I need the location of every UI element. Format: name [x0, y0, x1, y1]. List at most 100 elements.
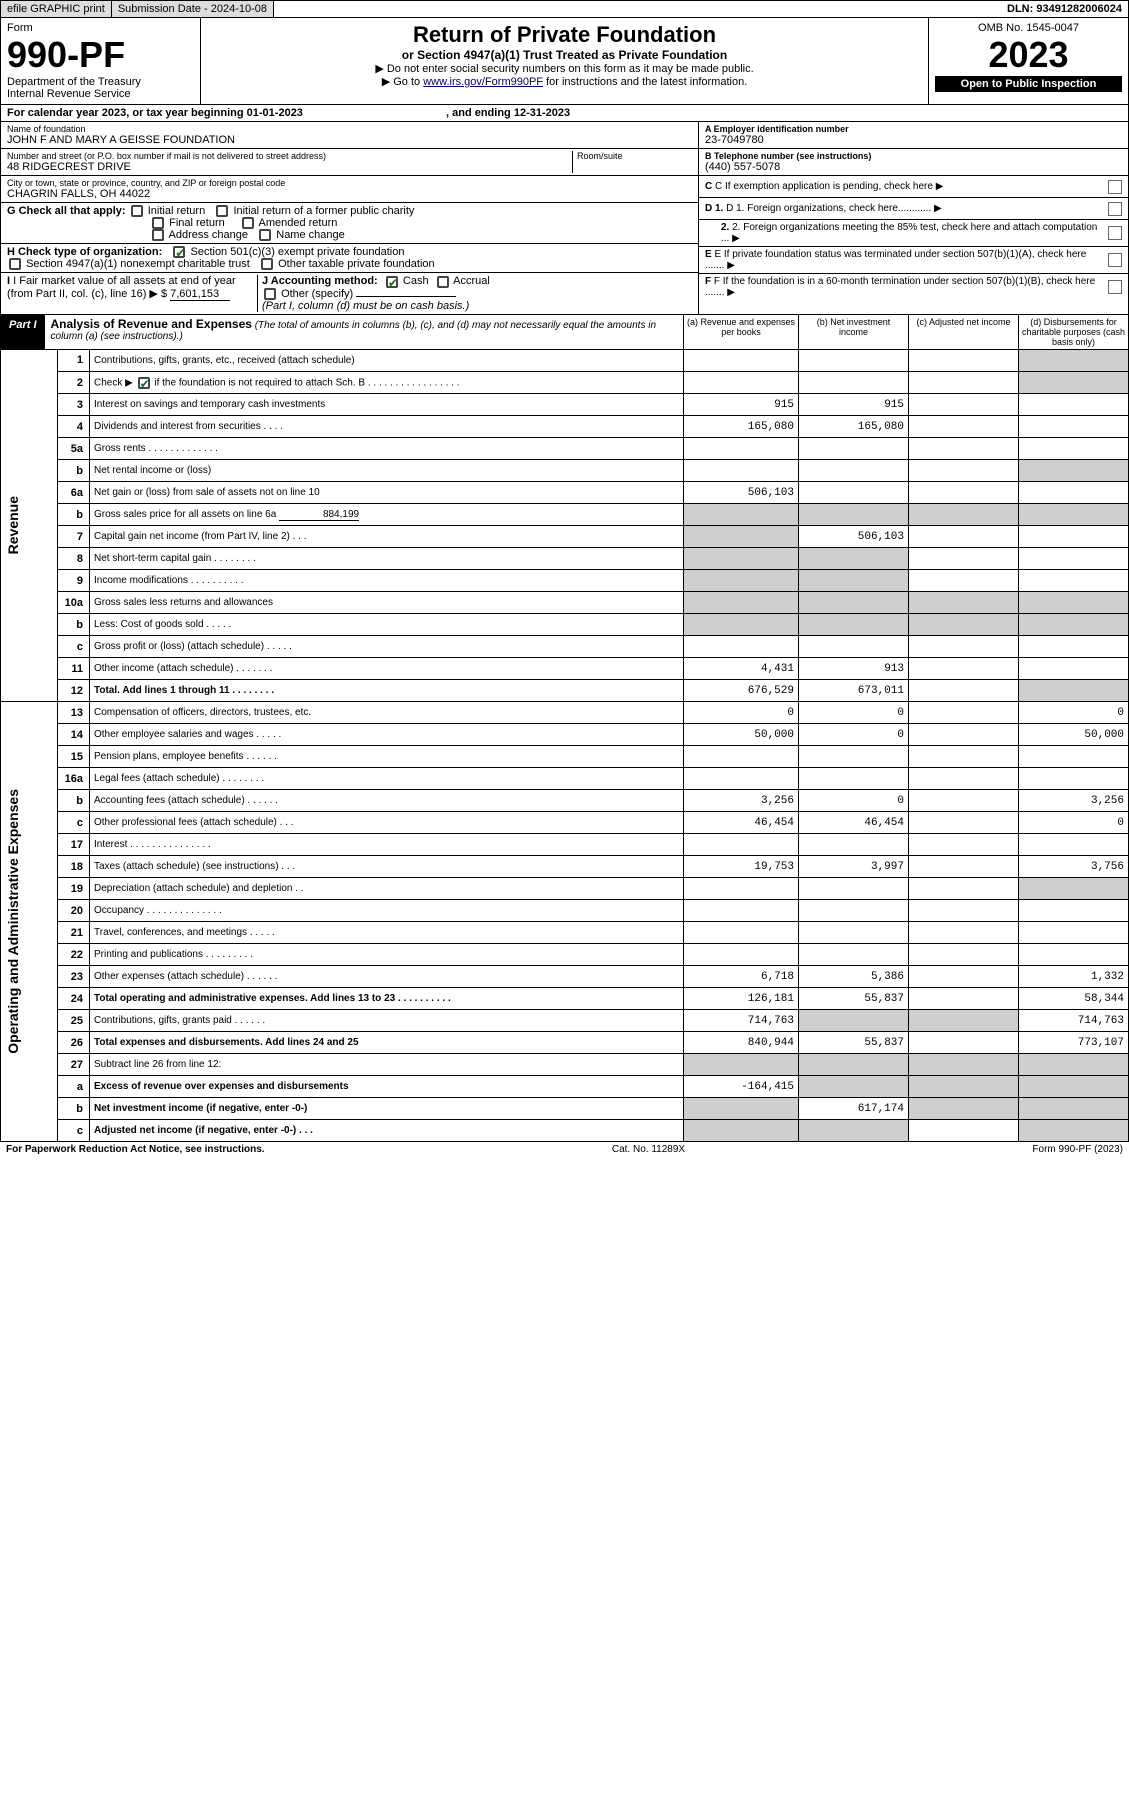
- foundation-name: JOHN F AND MARY A GEISSE FOUNDATION: [7, 134, 692, 146]
- line-10a-col-b: [799, 592, 909, 614]
- line-24-col-c: [909, 988, 1019, 1010]
- cb-f-60month[interactable]: [1108, 280, 1122, 294]
- line-9-col-a: [684, 570, 799, 592]
- note-goto-post: for instructions and the latest informat…: [546, 76, 747, 88]
- line-7-col-c: [909, 526, 1019, 548]
- line-22-col-c: [909, 944, 1019, 966]
- line-12-col-b: 673,011: [799, 680, 909, 702]
- line-11-col-a: 4,431: [684, 658, 799, 680]
- line-10a-col-a: [684, 592, 799, 614]
- part1-table: Revenue1Contributions, gifts, grants, et…: [0, 350, 1129, 1143]
- instructions-link[interactable]: www.irs.gov/Form990PF: [423, 76, 543, 88]
- g-namechg: Name change: [276, 229, 345, 241]
- line-c: cGross profit or (loss) (attach schedule…: [1, 636, 1129, 658]
- form-header: Form 990-PF Department of the Treasury I…: [0, 18, 1129, 105]
- topbar: efile GRAPHIC print Submission Date - 20…: [0, 0, 1129, 18]
- cb-schB-not-required[interactable]: [138, 377, 150, 389]
- line-17-col-d: [1019, 834, 1129, 856]
- j-accrual: Accrual: [453, 275, 490, 287]
- line-17-col-c: [909, 834, 1019, 856]
- line-5a: 5aGross rents . . . . . . . . . . . . .: [1, 438, 1129, 460]
- line-b: bNet rental income or (loss): [1, 460, 1129, 482]
- line-15-col-c: [909, 746, 1019, 768]
- line-4-col-d: [1019, 416, 1129, 438]
- cb-accrual[interactable]: [437, 276, 449, 288]
- cb-d2-85pct[interactable]: [1108, 226, 1122, 240]
- j-cash: Cash: [403, 275, 429, 287]
- cb-final-return[interactable]: [152, 217, 164, 229]
- cb-name-change[interactable]: [259, 229, 271, 241]
- cb-amended-return[interactable]: [242, 217, 254, 229]
- line-20-col-c: [909, 900, 1019, 922]
- line-c: cOther professional fees (attach schedul…: [1, 812, 1129, 834]
- efile-print-button[interactable]: efile GRAPHIC print: [1, 1, 112, 17]
- line-21: 21Travel, conferences, and meetings . . …: [1, 922, 1129, 944]
- line-5a-col-d: [1019, 438, 1129, 460]
- line-26: 26Total expenses and disbursements. Add …: [1, 1032, 1129, 1054]
- line-19-col-b: [799, 878, 909, 900]
- cb-other-method[interactable]: [264, 288, 276, 300]
- g-addrchg: Address change: [169, 229, 249, 241]
- line-14-col-d: 50,000: [1019, 724, 1129, 746]
- line-23: 23Other expenses (attach schedule) . . .…: [1, 966, 1129, 988]
- line-6a-col-c: [909, 482, 1019, 504]
- line-11-col-b: 913: [799, 658, 909, 680]
- line-c-col-c: [909, 1120, 1019, 1142]
- cb-d1-foreign[interactable]: [1108, 202, 1122, 216]
- irs: Internal Revenue Service: [7, 88, 194, 100]
- cb-initial-return[interactable]: [131, 205, 143, 217]
- line-9-col-d: [1019, 570, 1129, 592]
- line-20-col-b: [799, 900, 909, 922]
- line-14-col-b: 0: [799, 724, 909, 746]
- line-4-col-c: [909, 416, 1019, 438]
- line-7: 7Capital gain net income (from Part IV, …: [1, 526, 1129, 548]
- line-24: 24Total operating and administrative exp…: [1, 988, 1129, 1010]
- line-12-col-d: [1019, 680, 1129, 702]
- j-note: (Part I, column (d) must be on cash basi…: [262, 300, 469, 312]
- identity-block: Name of foundation JOHN F AND MARY A GEI…: [0, 122, 1129, 315]
- line-3: 3Interest on savings and temporary cash …: [1, 394, 1129, 416]
- line-13: Operating and Administrative Expenses13C…: [1, 702, 1129, 724]
- cb-e-terminated[interactable]: [1108, 253, 1122, 267]
- line-16a-col-b: [799, 768, 909, 790]
- line-6a-col-d: [1019, 482, 1129, 504]
- cat-no: Cat. No. 11289X: [612, 1144, 685, 1155]
- line-b-col-c: [909, 504, 1019, 526]
- line-b-col-a: [684, 460, 799, 482]
- line-14-col-c: [909, 724, 1019, 746]
- cb-c-pending[interactable]: [1108, 180, 1122, 194]
- cb-address-change[interactable]: [152, 229, 164, 241]
- h-other: Other taxable private foundation: [278, 258, 435, 270]
- line-6a-col-a: 506,103: [684, 482, 799, 504]
- cb-cash[interactable]: [386, 276, 398, 288]
- line-b-col-b: [799, 614, 909, 636]
- line-b: bAccounting fees (attach schedule) . . .…: [1, 790, 1129, 812]
- line-7-col-a: [684, 526, 799, 548]
- line-c-col-d: 0: [1019, 812, 1129, 834]
- cb-other-taxable[interactable]: [261, 258, 273, 270]
- line-15-col-d: [1019, 746, 1129, 768]
- h-501c3: Section 501(c)(3) exempt private foundat…: [190, 246, 404, 258]
- line-23-col-d: 1,332: [1019, 966, 1129, 988]
- line-16a-col-c: [909, 768, 1019, 790]
- line-12: 12Total. Add lines 1 through 11 . . . . …: [1, 680, 1129, 702]
- line-8: 8Net short-term capital gain . . . . . .…: [1, 548, 1129, 570]
- g-amended: Amended return: [259, 217, 338, 229]
- f-text: F If the foundation is in a 60-month ter…: [705, 276, 1095, 298]
- col-c: (c) Adjusted net income: [908, 315, 1018, 349]
- line-20-col-a: [684, 900, 799, 922]
- line-c: cAdjusted net income (if negative, enter…: [1, 1120, 1129, 1142]
- line-c-col-a: [684, 636, 799, 658]
- line-c-col-a: [684, 1120, 799, 1142]
- line-9-col-c: [909, 570, 1019, 592]
- cb-501c3[interactable]: [173, 246, 185, 258]
- cb-initial-former[interactable]: [216, 205, 228, 217]
- pra-notice: For Paperwork Reduction Act Notice, see …: [6, 1144, 265, 1155]
- line-c-col-d: [1019, 636, 1129, 658]
- form-number: 990-PF: [7, 34, 194, 76]
- line-1-col-c: [909, 350, 1019, 372]
- line-15: 15Pension plans, employee benefits . . .…: [1, 746, 1129, 768]
- cb-4947[interactable]: [9, 258, 21, 270]
- line-3-col-d: [1019, 394, 1129, 416]
- line-27-col-b: [799, 1054, 909, 1076]
